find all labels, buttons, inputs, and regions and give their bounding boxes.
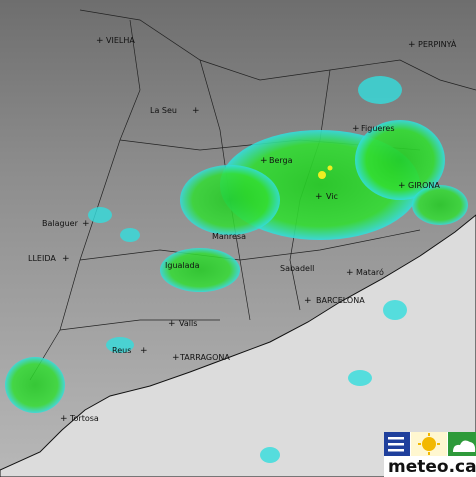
place: Reus: [112, 346, 131, 355]
svg-text:+: +: [304, 296, 312, 306]
logo-text: meteo.cat: [388, 457, 476, 477]
radar-echoes: [5, 76, 468, 463]
place: Tortosa: [69, 414, 99, 423]
svg-text:+: +: [260, 156, 268, 166]
place: Manresa: [212, 232, 246, 241]
svg-text:+: +: [168, 319, 176, 329]
borders: [29, 9, 476, 381]
place: VIELHA: [106, 36, 135, 45]
place: Vic: [326, 192, 338, 201]
place-labels: + VIELHA + PERPINYÀ La Seu + + Berga + Figuer…: [28, 36, 457, 424]
place: PERPINYÀ: [418, 38, 457, 49]
place: Berga: [269, 156, 293, 165]
place: Igualada: [165, 261, 200, 270]
place: Figueres: [361, 124, 395, 133]
sea: [0, 214, 476, 477]
svg-text:+: +: [352, 124, 360, 134]
svg-text:+: +: [96, 36, 104, 46]
place: La Seu: [150, 106, 177, 115]
svg-text:+: +: [346, 268, 354, 278]
place: Sabadell: [280, 264, 314, 273]
svg-text:+: +: [192, 106, 200, 116]
svg-text:+: +: [60, 414, 68, 424]
place: Mataró: [356, 267, 384, 277]
svg-text:+: +: [408, 40, 416, 50]
svg-text:+: +: [315, 192, 323, 202]
place: GIRONA: [408, 181, 440, 190]
svg-text:+: +: [140, 346, 148, 356]
svg-text:+: +: [62, 254, 70, 264]
svg-text:+: +: [398, 181, 406, 191]
svg-text:+: +: [82, 219, 90, 229]
place: Balaguer: [42, 219, 79, 228]
place: LLEIDA: [28, 254, 56, 263]
svg-text:+: +: [172, 353, 180, 363]
place: BARCELONA: [316, 296, 365, 305]
place: TARRAGONA: [179, 353, 230, 362]
place: Valls: [179, 319, 197, 328]
logo: meteo.cat: [384, 432, 476, 477]
